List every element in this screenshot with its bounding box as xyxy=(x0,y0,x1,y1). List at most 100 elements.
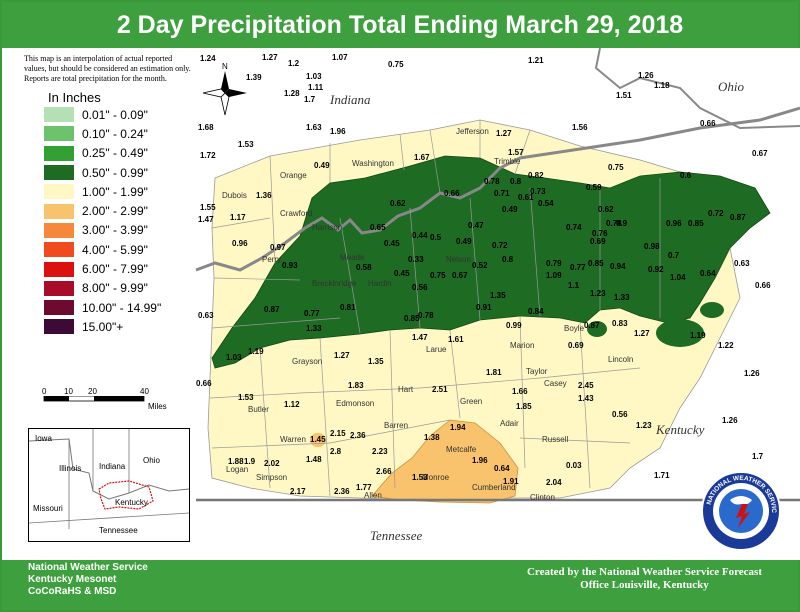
credit-mesonet: Kentucky Mesonet xyxy=(28,574,117,585)
precip-value: 0.61 xyxy=(518,193,534,202)
precip-value: 1.67 xyxy=(414,153,430,162)
precip-value: 0.71 xyxy=(494,189,510,198)
precip-value: 2.04 xyxy=(546,478,562,487)
precip-value: 1.27 xyxy=(262,53,278,62)
precip-value: 1.07 xyxy=(332,53,348,62)
precip-value: 0.73 xyxy=(530,187,546,196)
precip-value: 1.2 xyxy=(288,59,300,68)
precip-value: 1.85 xyxy=(516,402,532,411)
precipitation-values: 1.24 1.27 1.07 0.75 1.21 1.2 1.39 1.03 1.11 1.28 1… xyxy=(196,53,771,496)
precip-value: 1.88 xyxy=(228,457,244,466)
precip-value: 0.63 xyxy=(198,311,214,320)
precip-value: 1.61 xyxy=(448,335,464,344)
precip-value: 0.81 xyxy=(340,303,356,312)
legend-item: 0.10" - 0.24" xyxy=(24,124,196,143)
precip-value: 1.23 xyxy=(590,289,606,298)
precip-value: 1.12 xyxy=(284,400,300,409)
precip-value: 1.24 xyxy=(200,54,216,63)
precip-value: 2.15 xyxy=(330,429,346,438)
precip-value: 0.03 xyxy=(566,461,582,470)
precip-value: 0.66 xyxy=(755,281,771,290)
county-label: Orange xyxy=(280,171,307,180)
state-label-indiana: Indiana xyxy=(329,92,371,107)
precip-value: 0.75 xyxy=(388,60,404,69)
legend-label: 0.50" - 0.99" xyxy=(82,165,148,180)
precip-value: 1.1 xyxy=(568,281,580,290)
legend-label: 0.25" - 0.49" xyxy=(82,146,148,161)
precip-value: 1.11 xyxy=(308,83,324,92)
county-label: Harrison xyxy=(312,223,342,232)
precip-value: 1.56 xyxy=(572,123,588,132)
precip-value: 2.8 xyxy=(330,447,342,456)
county-label: Boyle xyxy=(564,324,585,333)
legend-swatch xyxy=(44,261,74,277)
precip-value: 0.64 xyxy=(700,269,716,278)
precip-value: 1.33 xyxy=(614,293,630,302)
precip-value: 1.04 xyxy=(670,273,686,282)
county-label: Taylor xyxy=(526,367,548,376)
county-label: Monroe xyxy=(422,473,450,482)
county-label: Cumberland xyxy=(472,483,516,492)
precip-value: 1.77 xyxy=(356,483,372,492)
legend-swatch xyxy=(44,222,74,238)
precip-value: 0.33 xyxy=(408,255,424,264)
precip-value: 1.63 xyxy=(306,123,322,132)
precip-value: 0.75 xyxy=(608,163,624,172)
legend-item: 8.00" - 9.99" xyxy=(24,279,196,298)
precip-value: 1.38 xyxy=(424,433,440,442)
precip-value: 0.69 xyxy=(590,237,606,246)
precip-value: 1.83 xyxy=(348,381,364,390)
precip-value: 1.55 xyxy=(200,203,216,212)
legend-item: 0.01" - 0.09" xyxy=(24,105,196,124)
ohio-river xyxy=(195,106,800,272)
precip-value: 1.68 xyxy=(198,123,214,132)
scale-bar: 0 10 20 40 Miles xyxy=(40,387,180,412)
precip-value: 0.78 xyxy=(484,177,500,186)
precip-value: 1.66 xyxy=(512,387,528,396)
precip-value: 0.78 xyxy=(418,311,434,320)
precip-value: 0.99 xyxy=(506,321,522,330)
precip-value: 0.82 xyxy=(528,171,544,180)
precip-value: 1.27 xyxy=(496,129,512,138)
precip-value: 1.53 xyxy=(238,393,254,402)
inset-label-ohio: Ohio xyxy=(143,456,160,465)
precip-value: 0.94 xyxy=(610,262,626,271)
legend-label: 10.00" - 14.99" xyxy=(82,300,162,315)
precip-value: 0.97 xyxy=(270,243,286,252)
county-label: Edmonson xyxy=(336,399,374,408)
legend-item: 10.00" - 14.99" xyxy=(24,298,196,317)
precip-value: 0.52 xyxy=(472,261,488,270)
scale-tick-20: 20 xyxy=(88,387,97,396)
precip-value: 0.79 xyxy=(546,259,562,268)
county-label: Allen xyxy=(364,491,382,500)
legend-item: 6.00" - 7.99" xyxy=(24,259,196,278)
legend: This map is an interpolation of actual r… xyxy=(24,54,196,337)
county-label: Barren xyxy=(384,421,408,430)
precip-value: 0.66 xyxy=(196,379,212,388)
precip-value: 0.66 xyxy=(444,189,460,198)
legend-note: This map is an interpolation of actual r… xyxy=(24,54,191,83)
green-patch-lincoln xyxy=(656,319,704,347)
precip-value: 0.49 xyxy=(314,161,330,170)
legend-label: 0.01" - 0.09" xyxy=(82,107,148,122)
county-label: Russell xyxy=(542,435,568,444)
precip-value: 1.51 xyxy=(616,91,632,100)
precip-value: 1.26 xyxy=(638,71,654,80)
legend-swatch xyxy=(44,107,74,123)
precip-value: 0.5 xyxy=(430,233,442,242)
credit-nws: National Weather Service xyxy=(28,562,148,573)
precip-value: 1.21 xyxy=(528,56,544,65)
inset-locator-map: Iowa Illinois Indiana Ohio Missouri Kent… xyxy=(28,428,190,542)
county-label: Simpson xyxy=(256,473,287,482)
precip-value: 0.96 xyxy=(232,239,248,248)
precip-value: 0.76 xyxy=(592,229,608,238)
inset-label-illinois: Illinois xyxy=(59,464,81,473)
legend-label: 8.00" - 9.99" xyxy=(82,281,148,296)
state-label-ohio: Ohio xyxy=(718,79,745,94)
precip-value: 0.72 xyxy=(708,209,724,218)
footer-credits: National Weather Service Kentucky Mesone… xyxy=(28,562,148,598)
precip-value: 0.49 xyxy=(456,237,472,246)
legend-label: 3.00" - 3.99" xyxy=(82,223,148,238)
county-label: Casey xyxy=(544,379,567,388)
legend-label: 0.10" - 0.24" xyxy=(82,126,148,141)
